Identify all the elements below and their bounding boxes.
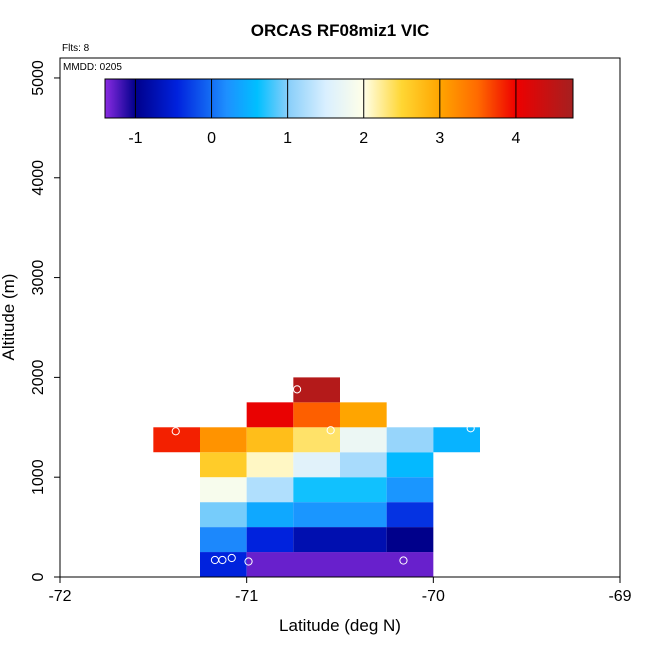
heatmap-cell xyxy=(200,452,247,478)
observation-point xyxy=(292,385,302,394)
x-axis-label: Latitude (deg N) xyxy=(279,616,401,635)
date-note: MMDD: 0205 xyxy=(63,62,122,73)
heatmap-cell xyxy=(386,477,434,503)
heatmap-cell xyxy=(386,502,434,528)
heatmap-cell xyxy=(246,427,294,453)
heatmap-cell xyxy=(246,502,294,528)
heatmap-cell xyxy=(246,402,294,428)
colorbar-tick-label: 0 xyxy=(207,130,216,147)
chart-title: ORCAS RF08miz1 VIC xyxy=(251,21,430,40)
observation-point xyxy=(227,553,236,563)
colorbar xyxy=(104,78,574,119)
colorbar-ticks: -1 0 1 2 3 4 xyxy=(128,79,520,147)
observation-point xyxy=(399,556,408,565)
y-axis: 0 1000 2000 3000 4000 5000 xyxy=(30,60,60,581)
heatmap-cell xyxy=(340,402,387,428)
colorbar-tick-label: 1 xyxy=(283,130,292,147)
colorbar-tick-label: 4 xyxy=(511,130,520,147)
observation-point xyxy=(326,426,335,435)
colorbar-tick-label: 2 xyxy=(359,130,368,147)
x-tick-label: -70 xyxy=(422,588,445,605)
observation-point xyxy=(466,424,475,433)
x-tick-label: -71 xyxy=(235,588,258,605)
observation-point xyxy=(171,427,180,436)
heatmap-cell xyxy=(293,527,387,553)
heatmap-cell xyxy=(246,527,294,553)
colorbar-tick-label: -1 xyxy=(128,130,142,147)
heatmap-cell xyxy=(293,477,387,503)
y-tick-label: 4000 xyxy=(30,160,47,196)
heatmap-cell xyxy=(293,452,340,478)
heatmap-cell xyxy=(200,427,247,453)
flights-note: Flts: 8 xyxy=(62,43,90,54)
heatmap-cell xyxy=(293,427,340,453)
colorbar-tick-label: 3 xyxy=(435,130,444,147)
heatmap-cell xyxy=(386,527,434,553)
observation-points xyxy=(171,385,475,566)
heatmap-cell xyxy=(200,527,247,553)
heatmap-cell xyxy=(200,552,247,577)
heatmap-cells xyxy=(153,377,480,577)
heatmap-cell xyxy=(293,502,387,528)
heatmap-cell xyxy=(246,552,434,577)
heatmap-cell xyxy=(153,427,200,453)
heatmap-cell xyxy=(340,452,387,478)
plot-frame xyxy=(59,57,621,578)
heatmap-cell xyxy=(246,452,294,478)
heatmap-cell xyxy=(386,452,434,478)
heatmap-cell xyxy=(200,477,247,503)
heatmap-cell xyxy=(293,402,340,428)
y-axis-label: Altitude (m) xyxy=(0,274,18,361)
y-tick-label: 3000 xyxy=(30,260,47,296)
observation-point xyxy=(244,557,253,566)
heatmap-cell xyxy=(200,502,247,528)
observation-point xyxy=(218,555,227,565)
y-tick-label: 0 xyxy=(30,572,47,581)
heatmap-cell xyxy=(246,477,294,503)
heatmap-cell xyxy=(386,427,434,453)
x-tick-label: -69 xyxy=(608,588,631,605)
x-axis: -72 -71 -70 -69 xyxy=(48,577,632,605)
y-tick-label: 5000 xyxy=(30,60,47,96)
heatmap-cell xyxy=(340,427,387,453)
y-tick-label: 2000 xyxy=(30,359,47,395)
x-tick-label: -72 xyxy=(48,588,71,605)
y-tick-label: 1000 xyxy=(30,459,47,495)
